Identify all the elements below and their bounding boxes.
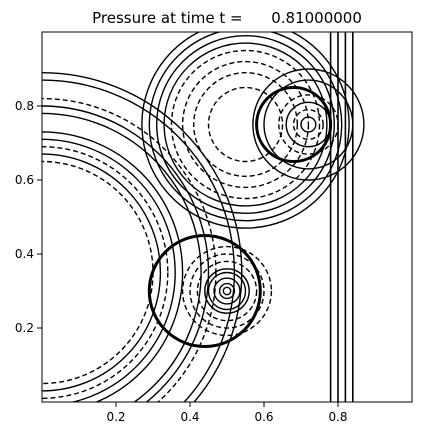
contour-line [42,72,243,402]
contour-line [163,42,328,207]
contour-line [196,260,258,322]
contour-line [42,131,184,402]
x-tick-label: 0.4 [180,410,199,424]
y-tick-label: 0.2 [15,321,34,335]
y-axis: 0.2 0.4 0.6 0.8 [15,99,42,335]
contour-line [292,108,324,140]
contour-line [218,282,236,300]
contour-line [42,138,176,402]
chart-title: Pressure at time t = 0.81000000 [92,9,362,27]
contour-line [204,268,250,314]
contour-line [141,32,350,229]
contour-line [42,153,162,392]
plot-background [42,32,412,402]
contour-line [300,116,317,133]
contour-line [189,253,265,329]
x-tick-label: 0.6 [254,410,273,424]
contour-line [42,79,236,402]
contour-line [207,271,247,311]
contour-line [222,286,232,296]
y-tick-label: 0.8 [15,99,34,113]
contour-line [170,49,321,200]
x-tick-label: 0.8 [328,410,347,424]
y-tick-label: 0.4 [15,247,34,261]
contour-line [42,112,202,402]
bold-circle-contour [147,234,262,348]
contour-line [192,71,298,177]
y-tick-label: 0.6 [15,173,34,187]
x-tick-label: 0.2 [106,410,125,424]
contour-line [181,245,273,337]
contour-line [148,32,343,222]
contour-line [252,68,365,181]
contour-line [42,146,169,399]
plot-frame [41,31,413,403]
contour-line [207,86,284,163]
contour-line [181,60,310,189]
x-axis: 0.2 0.4 0.6 0.8 [106,402,348,424]
contour-line [213,277,241,305]
bold-circle-contour [255,86,333,163]
contour-layer [42,32,365,402]
contour-line [42,105,210,402]
contour-line [155,34,336,215]
